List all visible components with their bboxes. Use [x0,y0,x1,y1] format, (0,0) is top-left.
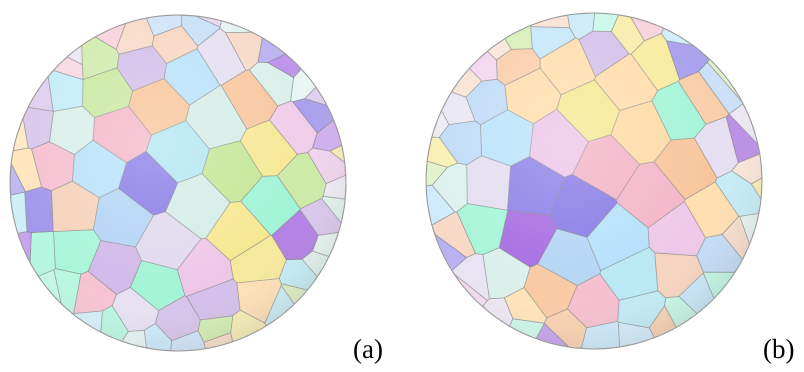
panel-b-label: (b) [763,336,794,363]
sphere-outline [10,15,346,351]
voronoi-sphere-a [0,0,400,372]
panel-a-label: (a) [353,336,383,363]
sphere-outline [426,13,762,349]
panel-a [0,0,400,372]
voronoi-sphere-b [402,0,804,372]
panel-b [402,0,804,372]
